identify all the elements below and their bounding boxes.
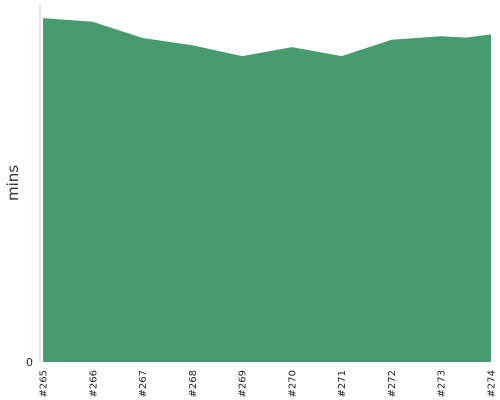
x-axis: #265 #266 #267 #268 #269 #270 #271 #272 #273 #274	[39, 370, 498, 397]
x-tick-label: #266	[88, 370, 99, 397]
x-tick-label: #272	[387, 370, 398, 397]
x-tick-label: #274	[487, 370, 498, 397]
x-tick-label: #269	[238, 370, 249, 397]
y-axis-label: mins	[4, 165, 22, 201]
x-tick-label: #273	[437, 370, 448, 397]
area-series	[43, 18, 491, 362]
y-axis: 0	[26, 356, 33, 369]
x-tick-label: #265	[39, 370, 50, 397]
x-tick-label: #268	[188, 370, 199, 397]
y-tick-label: 0	[26, 356, 33, 369]
x-tick-label: #267	[138, 370, 149, 397]
plot-area	[43, 18, 491, 362]
x-tick-label: #271	[337, 370, 348, 397]
x-tick-label: #270	[287, 370, 298, 397]
